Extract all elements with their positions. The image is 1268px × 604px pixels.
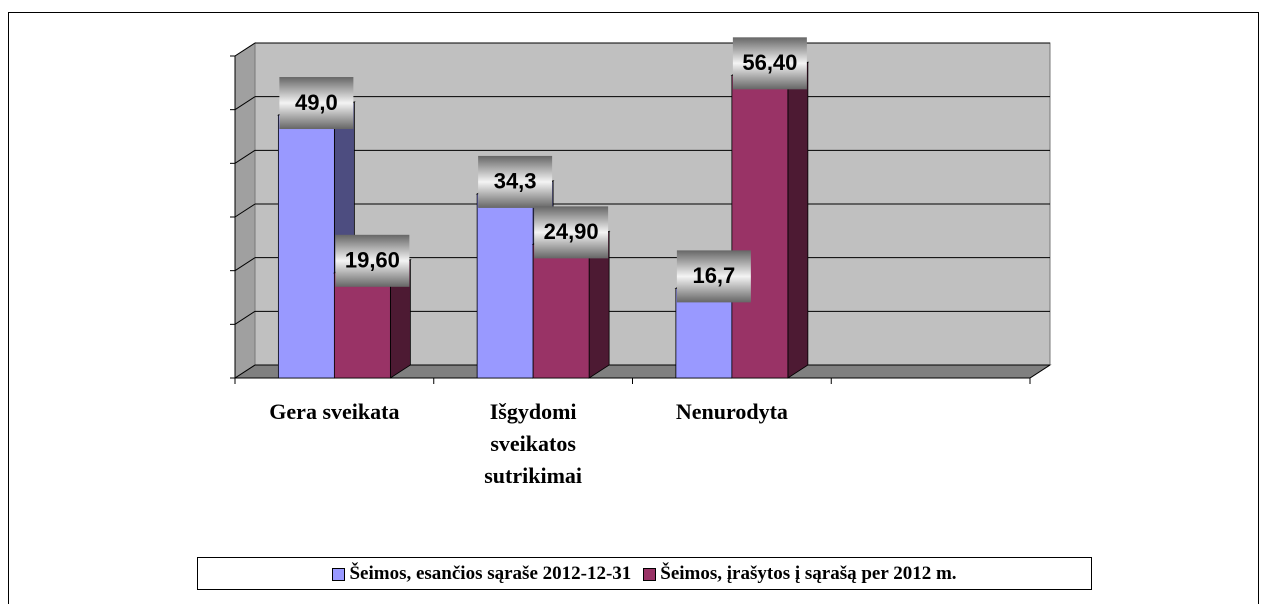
- bar-front: [675, 287, 733, 379]
- x-tick-label: Nenurodyta: [675, 399, 788, 424]
- bar: [730, 61, 810, 379]
- grid-line-side: [234, 257, 256, 272]
- grid-line-side: [234, 96, 256, 111]
- grid-line-side: [234, 42, 256, 57]
- bar-front: [277, 114, 335, 379]
- legend-swatch: [332, 567, 346, 581]
- legend: Šeimos, esančios sąraše 2012-12-31 Šeimos…: [197, 557, 1092, 590]
- value-label: 34,3: [494, 169, 537, 194]
- bar-front: [532, 243, 590, 379]
- bar: [531, 230, 611, 379]
- x-tick-label: Išgydomi sveikatos sutrikimai: [484, 399, 583, 488]
- x-axis-depth: [1029, 364, 1051, 379]
- value-label-box: [478, 155, 553, 208]
- value-label-box: [732, 37, 807, 90]
- value-label: 19,60: [345, 248, 400, 273]
- value-label-box: [676, 250, 751, 303]
- bar-front: [333, 272, 391, 379]
- value-label-box: [335, 234, 410, 287]
- legend-label: Šeimos, įrašytos į sąrašą per 2012 m.: [660, 562, 957, 584]
- value-label: 16,7: [692, 263, 735, 288]
- grid-line-side: [234, 310, 256, 325]
- frame: [8, 12, 1259, 604]
- legend-label: Šeimos, esančios sąraše 2012-12-31: [349, 562, 632, 584]
- legend-item: Šeimos, esančios sąraše 2012-12-31: [332, 563, 631, 585]
- bar-front: [731, 74, 789, 379]
- bar-front: [476, 193, 534, 379]
- value-label: 56,40: [742, 50, 797, 75]
- value-label: 24,90: [544, 219, 599, 244]
- value-label: 49,0: [295, 90, 338, 115]
- x-tick-label: Gera sveikata: [269, 399, 400, 424]
- grid-line-side: [234, 364, 256, 379]
- legend-swatch: [643, 567, 657, 581]
- grid-line-side: [234, 203, 256, 218]
- grid-line-side: [234, 149, 256, 164]
- bar-side: [787, 61, 809, 379]
- value-label-box: [534, 206, 609, 259]
- value-label-box: [279, 77, 354, 130]
- legend-item: Šeimos, įrašytos į sąrašą per 2012 m.: [643, 562, 957, 585]
